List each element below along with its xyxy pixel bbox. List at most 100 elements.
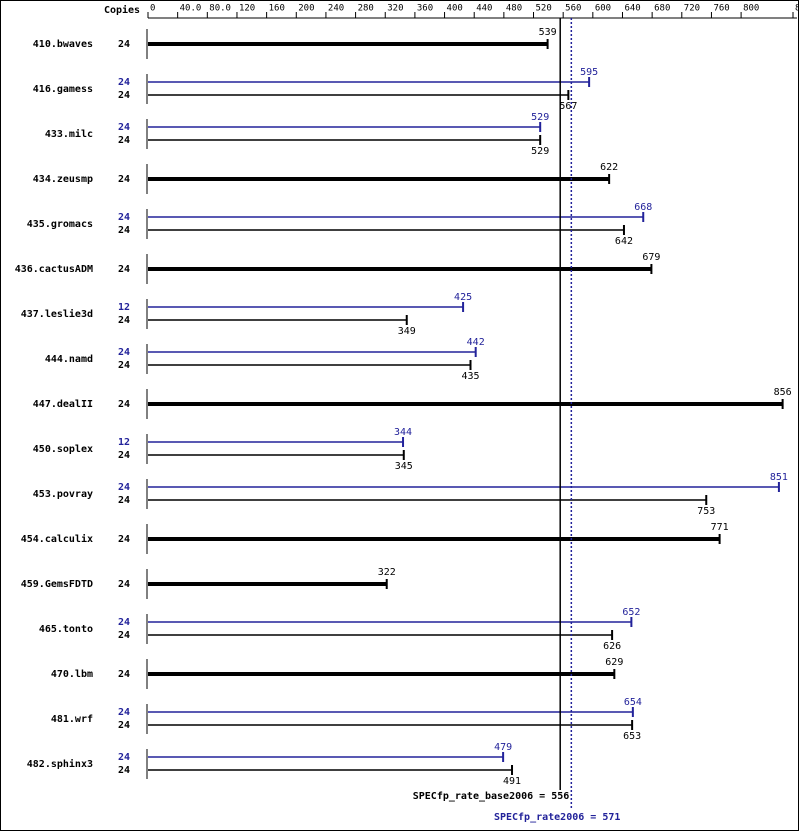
benchmark-name: 444.namd: [45, 354, 93, 365]
base-value: 679: [642, 252, 660, 263]
base-value: 349: [398, 326, 416, 337]
base-value: 345: [395, 461, 413, 472]
peak-copies: 24: [118, 482, 130, 493]
x-tick-label: 800: [743, 4, 759, 14]
base-value: 642: [615, 236, 633, 247]
peak-copies: 24: [118, 347, 130, 358]
peak-copies: 12: [118, 437, 130, 448]
x-tick-label: 320: [387, 4, 403, 14]
base-summary-value: 556: [551, 791, 569, 802]
peak-copies: 24: [118, 122, 130, 133]
peak-value: 425: [454, 292, 472, 303]
base-copies: 24: [118, 225, 130, 236]
base-value: 567: [559, 101, 577, 112]
benchmark-name: 410.bwaves: [33, 39, 93, 50]
x-tick-label: 640: [624, 4, 640, 14]
base-copies: 24: [118, 39, 130, 50]
benchmark-name: 447.dealII: [33, 399, 93, 410]
base-value: 322: [378, 567, 396, 578]
x-tick-label: 480: [506, 4, 522, 14]
x-tick-label: 520: [536, 4, 552, 14]
benchmark-name: 435.gromacs: [27, 219, 93, 230]
peak-copies: 24: [118, 707, 130, 718]
x-tick-label: 720: [684, 4, 700, 14]
benchmark-name: 437.leslie3d: [21, 308, 93, 320]
x-tick-label: 360: [417, 4, 433, 14]
base-value: 491: [503, 776, 521, 787]
x-tick-label: 80.0: [209, 4, 231, 14]
peak-copies: 12: [118, 302, 130, 313]
x-tick-label: 240: [328, 4, 344, 14]
base-value: 539: [539, 27, 557, 38]
base-copies: 24: [118, 90, 130, 101]
x-tick-label: 120: [239, 4, 255, 14]
benchmark-name: 453.povray: [33, 489, 93, 500]
peak-value: 479: [494, 742, 512, 753]
base-copies: 24: [118, 495, 130, 506]
benchmark-name: 482.sphinx3: [27, 758, 93, 770]
benchmark-name: 459.GemsFDTD: [21, 579, 93, 590]
x-tick-label: 280: [358, 4, 374, 14]
base-copies: 24: [118, 765, 130, 776]
x-tick-label: 0: [150, 4, 155, 14]
benchmark-name: 434.zeusmp: [33, 174, 93, 185]
base-copies: 24: [118, 135, 130, 146]
peak-copies: 24: [118, 617, 130, 628]
benchmark-name: 454.calculix: [21, 533, 93, 545]
base-summary-label: SPECfp_rate_base2006 =: [413, 791, 545, 802]
base-value: 435: [461, 371, 479, 382]
base-copies: 24: [118, 720, 130, 731]
peak-value: 595: [580, 67, 598, 78]
base-value: 771: [711, 522, 729, 533]
peak-summary-value: 571: [602, 812, 620, 823]
base-value: 856: [774, 387, 792, 398]
copies-header: Copies: [104, 4, 140, 16]
x-tick-label: 600: [595, 4, 611, 14]
x-tick-label: 870: [795, 4, 799, 14]
base-copies: 24: [118, 174, 130, 185]
base-value: 653: [623, 731, 641, 742]
peak-value: 668: [634, 202, 652, 213]
base-copies: 24: [118, 315, 130, 326]
base-value: 626: [603, 641, 621, 652]
benchmark-name: 465.tonto: [39, 624, 93, 635]
benchmark-name: 450.soplex: [33, 444, 93, 455]
base-value: 529: [531, 146, 549, 157]
base-copies: 24: [118, 579, 130, 590]
base-value: 753: [697, 506, 715, 517]
peak-value: 851: [770, 472, 788, 483]
base-copies: 24: [118, 450, 130, 461]
peak-copies: 24: [118, 77, 130, 88]
benchmark-name: 416.gamess: [33, 84, 93, 95]
benchmark-name: 470.lbm: [51, 669, 93, 680]
x-tick-label: 40.0: [180, 4, 202, 14]
base-copies: 24: [118, 399, 130, 410]
x-tick-label: 200: [298, 4, 314, 14]
peak-value: 442: [467, 337, 485, 348]
peak-value: 529: [531, 112, 549, 123]
benchmark-name: 433.milc: [45, 128, 93, 140]
peak-value: 654: [624, 697, 642, 708]
peak-value: 344: [394, 427, 412, 438]
base-value: 629: [605, 657, 623, 668]
peak-value: 652: [622, 607, 640, 618]
base-value: 622: [600, 162, 618, 173]
x-tick-label: 760: [713, 4, 729, 14]
x-tick-label: 160: [269, 4, 285, 14]
base-copies: 24: [118, 360, 130, 371]
peak-copies: 24: [118, 212, 130, 223]
base-copies: 24: [118, 264, 130, 275]
base-copies: 24: [118, 669, 130, 680]
peak-summary-label: SPECfp_rate2006 =: [494, 812, 596, 823]
benchmark-name: 436.cactusADM: [15, 264, 93, 275]
benchmark-name: 481.wrf: [51, 714, 93, 725]
peak-copies: 24: [118, 752, 130, 763]
x-tick-label: 440: [476, 4, 492, 14]
x-tick-label: 560: [565, 4, 581, 14]
x-tick-label: 680: [654, 4, 670, 14]
base-copies: 24: [118, 630, 130, 641]
base-copies: 24: [118, 534, 130, 545]
x-tick-label: 400: [447, 4, 463, 14]
